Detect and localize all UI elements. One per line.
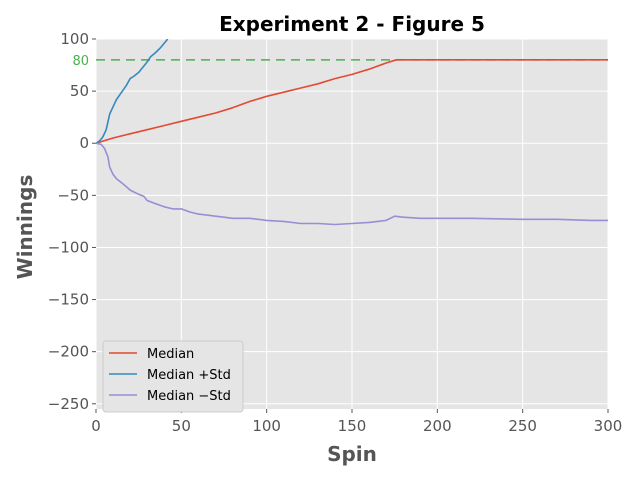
y-tick-label-5: −150 bbox=[48, 291, 89, 309]
legend-label-0: Median bbox=[147, 347, 194, 362]
y-tick-label-7: −250 bbox=[48, 395, 89, 413]
x-tick-label-2: 100 bbox=[252, 417, 281, 435]
tick-labels: 0 50 100 150 200 250 300 100 50 0 −50 −100 −150 −200 −… bbox=[48, 30, 623, 435]
x-tick-label-6: 300 bbox=[594, 417, 623, 435]
y-tick-label-4: −100 bbox=[48, 238, 89, 256]
legend: Median Median +Std Median −Std bbox=[102, 340, 244, 413]
y-tick-label-2: 0 bbox=[79, 134, 89, 152]
y-tick-label-0: 100 bbox=[60, 30, 89, 48]
x-tick-label-5: 250 bbox=[508, 417, 537, 435]
chart-title: Experiment 2 - Figure 5 bbox=[219, 12, 485, 36]
legend-label-2: Median −Std bbox=[147, 389, 231, 404]
y-tick-label-1: 50 bbox=[70, 82, 89, 100]
x-axis-label: Spin bbox=[327, 442, 377, 466]
y-tick-label-3: −50 bbox=[57, 186, 89, 204]
series-group bbox=[96, 39, 608, 226]
x-tick-label-1: 50 bbox=[172, 417, 191, 435]
grid bbox=[95, 38, 609, 409]
series-line-2 bbox=[96, 142, 608, 226]
x-tick-label-4: 200 bbox=[423, 417, 452, 435]
series-line-0 bbox=[96, 59, 608, 144]
legend-box bbox=[102, 340, 244, 413]
series-line-1 bbox=[96, 39, 169, 144]
reference-line-label: 80 bbox=[72, 54, 89, 69]
y-tick-label-6: −200 bbox=[48, 343, 89, 361]
x-tick-label-0: 0 bbox=[91, 417, 101, 435]
y-axis-label: Winnings bbox=[13, 175, 37, 280]
x-tick-label-3: 150 bbox=[338, 417, 367, 435]
legend-label-1: Median +Std bbox=[147, 368, 231, 383]
